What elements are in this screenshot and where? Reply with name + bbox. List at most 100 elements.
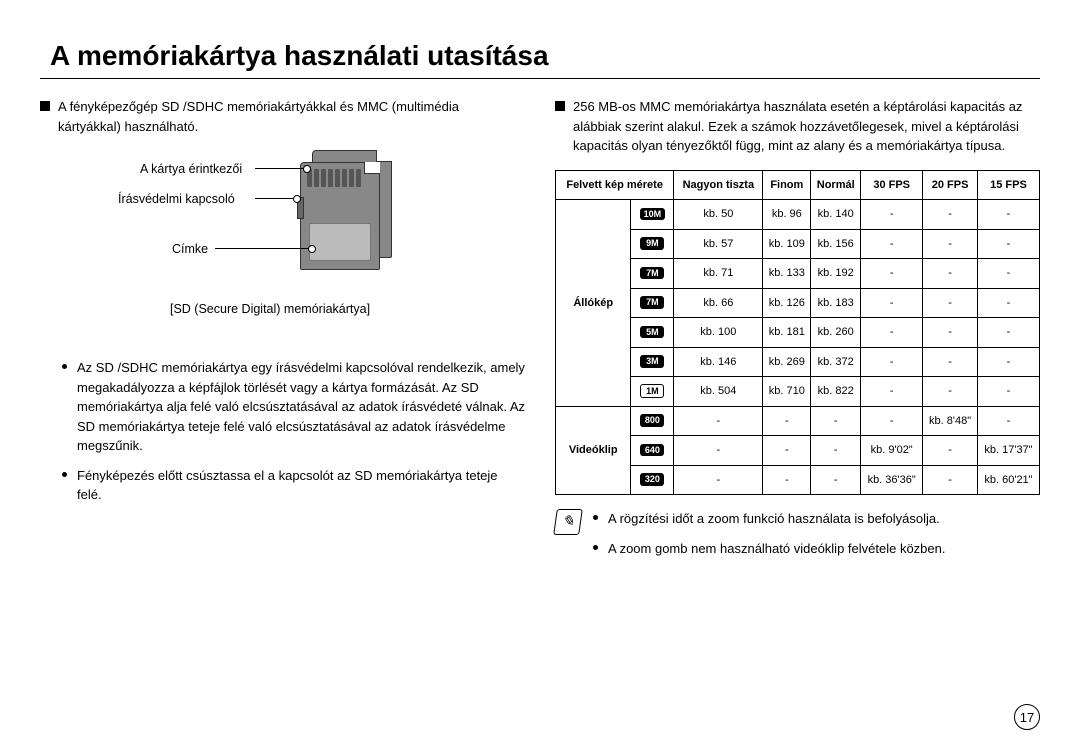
leader-line [255, 198, 295, 199]
table-cell: kb. 96 [763, 200, 811, 230]
table-cell: - [923, 347, 978, 377]
table-cell: - [861, 318, 923, 348]
diagram-label-label: Címke [172, 240, 208, 259]
diagram-label-pins: A kártya érintkezői [140, 160, 242, 179]
diagram-label-switch: Írásvédelmi kapcsoló [118, 190, 235, 209]
size-badge-cell: 800 [631, 406, 674, 436]
table-cell: - [977, 259, 1039, 289]
capacity-table: Felvett kép méreteNagyon tisztaFinomNorm… [555, 170, 1040, 496]
sd-card-diagram: A kártya érintkezői Írásvédelmi kapcsoló… [40, 150, 525, 340]
table-cell: - [861, 200, 923, 230]
size-badge: 7M [640, 267, 664, 280]
table-cell: - [923, 259, 978, 289]
right-intro-text: 256 MB-os MMC memóriakártya használata e… [573, 97, 1040, 156]
table-cell: - [923, 318, 978, 348]
sd-label-area-icon [309, 223, 371, 261]
size-badge: 7M [640, 296, 664, 309]
table-header: Felvett kép mérete [556, 170, 674, 200]
table-cell: kb. 156 [811, 229, 861, 259]
note-icon: ✎ [553, 509, 583, 535]
left-intro-text: A fényképezőgép SD /SDHC memóriakártyákk… [58, 97, 525, 136]
leader-line [215, 248, 310, 249]
table-cell: - [977, 288, 1039, 318]
size-badge-cell: 1M [631, 377, 674, 407]
left-bullet-1: Az SD /SDHC memóriakártya egy írásvédelm… [77, 358, 525, 456]
page-number: 17 [1014, 704, 1040, 730]
table-cell: - [977, 229, 1039, 259]
table-cell: kb. 140 [811, 200, 861, 230]
dot-bullet-icon [62, 472, 67, 477]
size-badge-cell: 3M [631, 347, 674, 377]
table-header: Normál [811, 170, 861, 200]
table-cell: - [811, 465, 861, 495]
table-cell: kb. 8'48" [923, 406, 978, 436]
table-cell: - [977, 406, 1039, 436]
size-badge-cell: 320 [631, 465, 674, 495]
table-cell: - [861, 406, 923, 436]
table-cell: kb. 71 [674, 259, 763, 289]
table-cell: kb. 183 [811, 288, 861, 318]
table-cell: - [811, 436, 861, 466]
table-cell: kb. 181 [763, 318, 811, 348]
size-badge-cell: 10M [631, 200, 674, 230]
title-rule [40, 78, 1040, 79]
table-cell: - [861, 288, 923, 318]
table-cell: kb. 109 [763, 229, 811, 259]
left-bullet-2: Fényképezés előtt csúsztassa el a kapcso… [77, 466, 525, 505]
size-badge: 1M [640, 384, 664, 399]
table-row: Videóklip800----kb. 8'48"- [556, 406, 1040, 436]
size-badge: 9M [640, 237, 664, 250]
diagram-caption: [SD (Secure Digital) memóriakártya] [170, 300, 370, 319]
table-cell: kb. 822 [811, 377, 861, 407]
table-cell: - [923, 288, 978, 318]
table-cell: - [861, 229, 923, 259]
note-line-2: A zoom gomb nem használható videóklip fe… [608, 539, 945, 559]
size-badge-cell: 640 [631, 436, 674, 466]
dot-bullet-icon [62, 364, 67, 369]
table-cell: kb. 66 [674, 288, 763, 318]
table-cell: kb. 36'36" [861, 465, 923, 495]
table-cell: - [977, 377, 1039, 407]
table-cell: - [811, 406, 861, 436]
table-cell: kb. 57 [674, 229, 763, 259]
table-cell: kb. 126 [763, 288, 811, 318]
size-badge-cell: 5M [631, 318, 674, 348]
table-cell: kb. 9'02" [861, 436, 923, 466]
size-badge: 10M [640, 208, 666, 221]
dot-bullet-icon [593, 545, 598, 550]
row-group-label-video: Videóklip [556, 406, 631, 495]
size-badge-cell: 9M [631, 229, 674, 259]
table-cell: - [923, 436, 978, 466]
left-column: A fényképezőgép SD /SDHC memóriakártyákk… [40, 97, 525, 568]
table-cell: - [923, 465, 978, 495]
table-header: 20 FPS [923, 170, 978, 200]
table-cell: kb. 192 [811, 259, 861, 289]
size-badge: 320 [640, 473, 664, 486]
table-cell: kb. 50 [674, 200, 763, 230]
table-cell: - [977, 200, 1039, 230]
table-cell: - [861, 259, 923, 289]
table-cell: - [763, 465, 811, 495]
table-header: Nagyon tiszta [674, 170, 763, 200]
table-cell: - [674, 436, 763, 466]
size-badge: 640 [640, 444, 664, 457]
table-header: 15 FPS [977, 170, 1039, 200]
note-line-1: A rögzítési időt a zoom funkció használa… [608, 509, 940, 529]
sd-card-front [300, 162, 380, 270]
square-bullet-icon [40, 101, 50, 111]
table-cell: kb. 17'37" [977, 436, 1039, 466]
table-row: Állókép10Mkb. 50kb. 96kb. 140--- [556, 200, 1040, 230]
table-header: Finom [763, 170, 811, 200]
table-cell: - [923, 377, 978, 407]
size-badge: 5M [640, 326, 664, 339]
row-group-label-still: Állókép [556, 200, 631, 407]
page-title: A memóriakártya használati utasítása [50, 40, 1040, 72]
table-cell: - [923, 229, 978, 259]
table-cell: - [763, 436, 811, 466]
dot-bullet-icon [593, 515, 598, 520]
table-cell: - [861, 347, 923, 377]
table-cell: kb. 710 [763, 377, 811, 407]
right-column: 256 MB-os MMC memóriakártya használata e… [555, 97, 1040, 568]
table-cell: kb. 100 [674, 318, 763, 348]
table-cell: - [861, 377, 923, 407]
